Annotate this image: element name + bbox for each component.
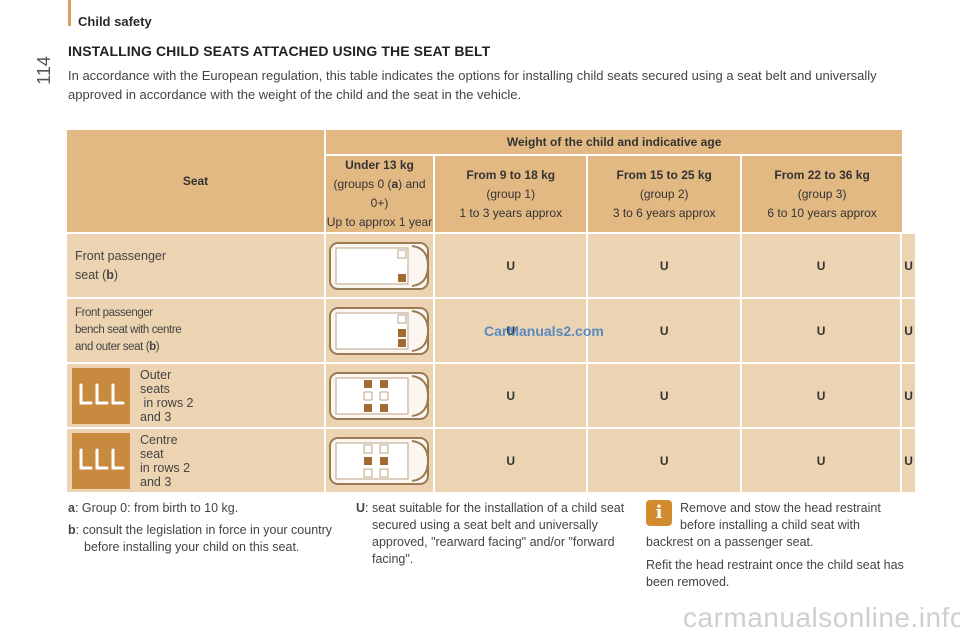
cell-value: U bbox=[588, 232, 742, 297]
van-diagram bbox=[326, 362, 435, 427]
info-icon: i bbox=[646, 500, 672, 526]
row-label: Front passenger seat (b) bbox=[67, 232, 326, 297]
cell-value: U bbox=[435, 362, 589, 427]
cell-value: U bbox=[741, 427, 903, 492]
column-weight: Under 13 kg bbox=[345, 158, 414, 172]
intro-paragraph: In accordance with the European regulati… bbox=[68, 68, 877, 102]
row-label: Front passenger bench seat with centre and… bbox=[67, 297, 326, 362]
section-accent-bar bbox=[68, 0, 71, 26]
watermark-carmanualsonline: carmanualsonline.info bbox=[683, 602, 960, 633]
column-weight: From 9 to 18 kg bbox=[466, 167, 556, 182]
footnote-b: b: consult the legislation in force in y… bbox=[68, 523, 333, 554]
cell-value: U bbox=[741, 362, 903, 427]
van-seat-front-passenger-icon bbox=[328, 241, 429, 290]
page-title: INSTALLING CHILD SEATS ATTACHED USING TH… bbox=[68, 43, 491, 59]
child-seat-table: Seat Weight of the child and indicative … bbox=[67, 130, 915, 492]
column-age: 1 to 3 years approx bbox=[459, 205, 563, 220]
column-weight: From 15 to 25 kg bbox=[616, 167, 712, 182]
column-group: (groups 0 (a) and 0+) bbox=[333, 177, 426, 210]
column-header-0: Under 13 kg (groups 0 (a) and 0+) Up to … bbox=[326, 156, 435, 232]
weight-header: Weight of the child and indicative age bbox=[326, 130, 903, 156]
row-label: Centre seat in rows 2 and 3 bbox=[140, 432, 191, 489]
child-seat-icon bbox=[72, 367, 130, 424]
van-seat-outer-rows-icon bbox=[328, 371, 429, 420]
cell-value: U bbox=[902, 362, 915, 427]
cell-value: U bbox=[741, 232, 903, 297]
cell-value: U bbox=[902, 232, 915, 297]
table-row-outer-seats: Outer seats in rows 2 and 3 U U U U bbox=[67, 362, 915, 427]
info-text-2: Refit the head restraint once the child … bbox=[646, 558, 904, 589]
column-header-1: From 9 to 18 kg (group 1) 1 to 3 years a… bbox=[435, 156, 589, 232]
child-seat-icon bbox=[72, 432, 130, 489]
column-group: (group 1) bbox=[486, 186, 536, 201]
footnote-u: U: seat suitable for the installation of… bbox=[356, 501, 625, 566]
footnote-a: a: Group 0: from birth to 10 kg. bbox=[68, 501, 239, 515]
column-weight: From 22 to 36 kg bbox=[774, 167, 870, 182]
cell-value: U bbox=[902, 297, 915, 362]
page-number: 114 bbox=[33, 56, 54, 85]
column-header-3: From 22 to 36 kg (group 3) 6 to 10 years… bbox=[741, 156, 903, 232]
row-label-cell: Outer seats in rows 2 and 3 bbox=[67, 362, 326, 427]
column-age: Up to approx 1 year bbox=[326, 215, 433, 229]
cell-value: U bbox=[588, 427, 742, 492]
column-age: 6 to 10 years approx bbox=[767, 205, 877, 220]
cell-value: U bbox=[588, 362, 742, 427]
column-header-2: From 15 to 25 kg (group 2) 3 to 6 years … bbox=[588, 156, 742, 232]
table-row-front-passenger: Front passenger seat (b) U U U U bbox=[67, 232, 915, 297]
row-label: Outer seats in rows 2 and 3 bbox=[140, 367, 194, 424]
cell-value: U bbox=[435, 232, 589, 297]
van-seat-centre-rows-icon bbox=[328, 436, 429, 485]
cell-value: U bbox=[902, 427, 915, 492]
info-box: i Remove and stow the head restraint bef… bbox=[646, 500, 906, 597]
seat-header: Seat bbox=[67, 130, 326, 232]
cell-value: U bbox=[435, 427, 589, 492]
column-group: (group 2) bbox=[639, 186, 689, 201]
van-diagram bbox=[326, 297, 435, 362]
section-title: Child safety bbox=[78, 14, 152, 29]
cell-value: U bbox=[741, 297, 903, 362]
cell-value: U bbox=[588, 297, 742, 362]
column-group: (group 3) bbox=[797, 186, 847, 201]
table-row-centre-seat: Centre seat in rows 2 and 3 U U U U bbox=[67, 427, 915, 492]
row-label-cell: Centre seat in rows 2 and 3 bbox=[67, 427, 326, 492]
footnotes-middle: U: seat suitable for the installation of… bbox=[356, 500, 628, 573]
column-age: 3 to 6 years approx bbox=[612, 205, 716, 220]
van-seat-front-bench-icon bbox=[328, 306, 429, 355]
watermark-carmanuals2: CarManuals2.com bbox=[484, 323, 604, 339]
footnotes-left: a: Group 0: from birth to 10 kg. b: cons… bbox=[68, 500, 340, 561]
table-row-front-bench: Front passenger bench seat with centre and… bbox=[67, 297, 915, 362]
cell-value: U bbox=[435, 297, 589, 362]
info-text-1: Remove and stow the head restraint befor… bbox=[646, 501, 881, 549]
van-diagram bbox=[326, 232, 435, 297]
van-diagram bbox=[326, 427, 435, 492]
